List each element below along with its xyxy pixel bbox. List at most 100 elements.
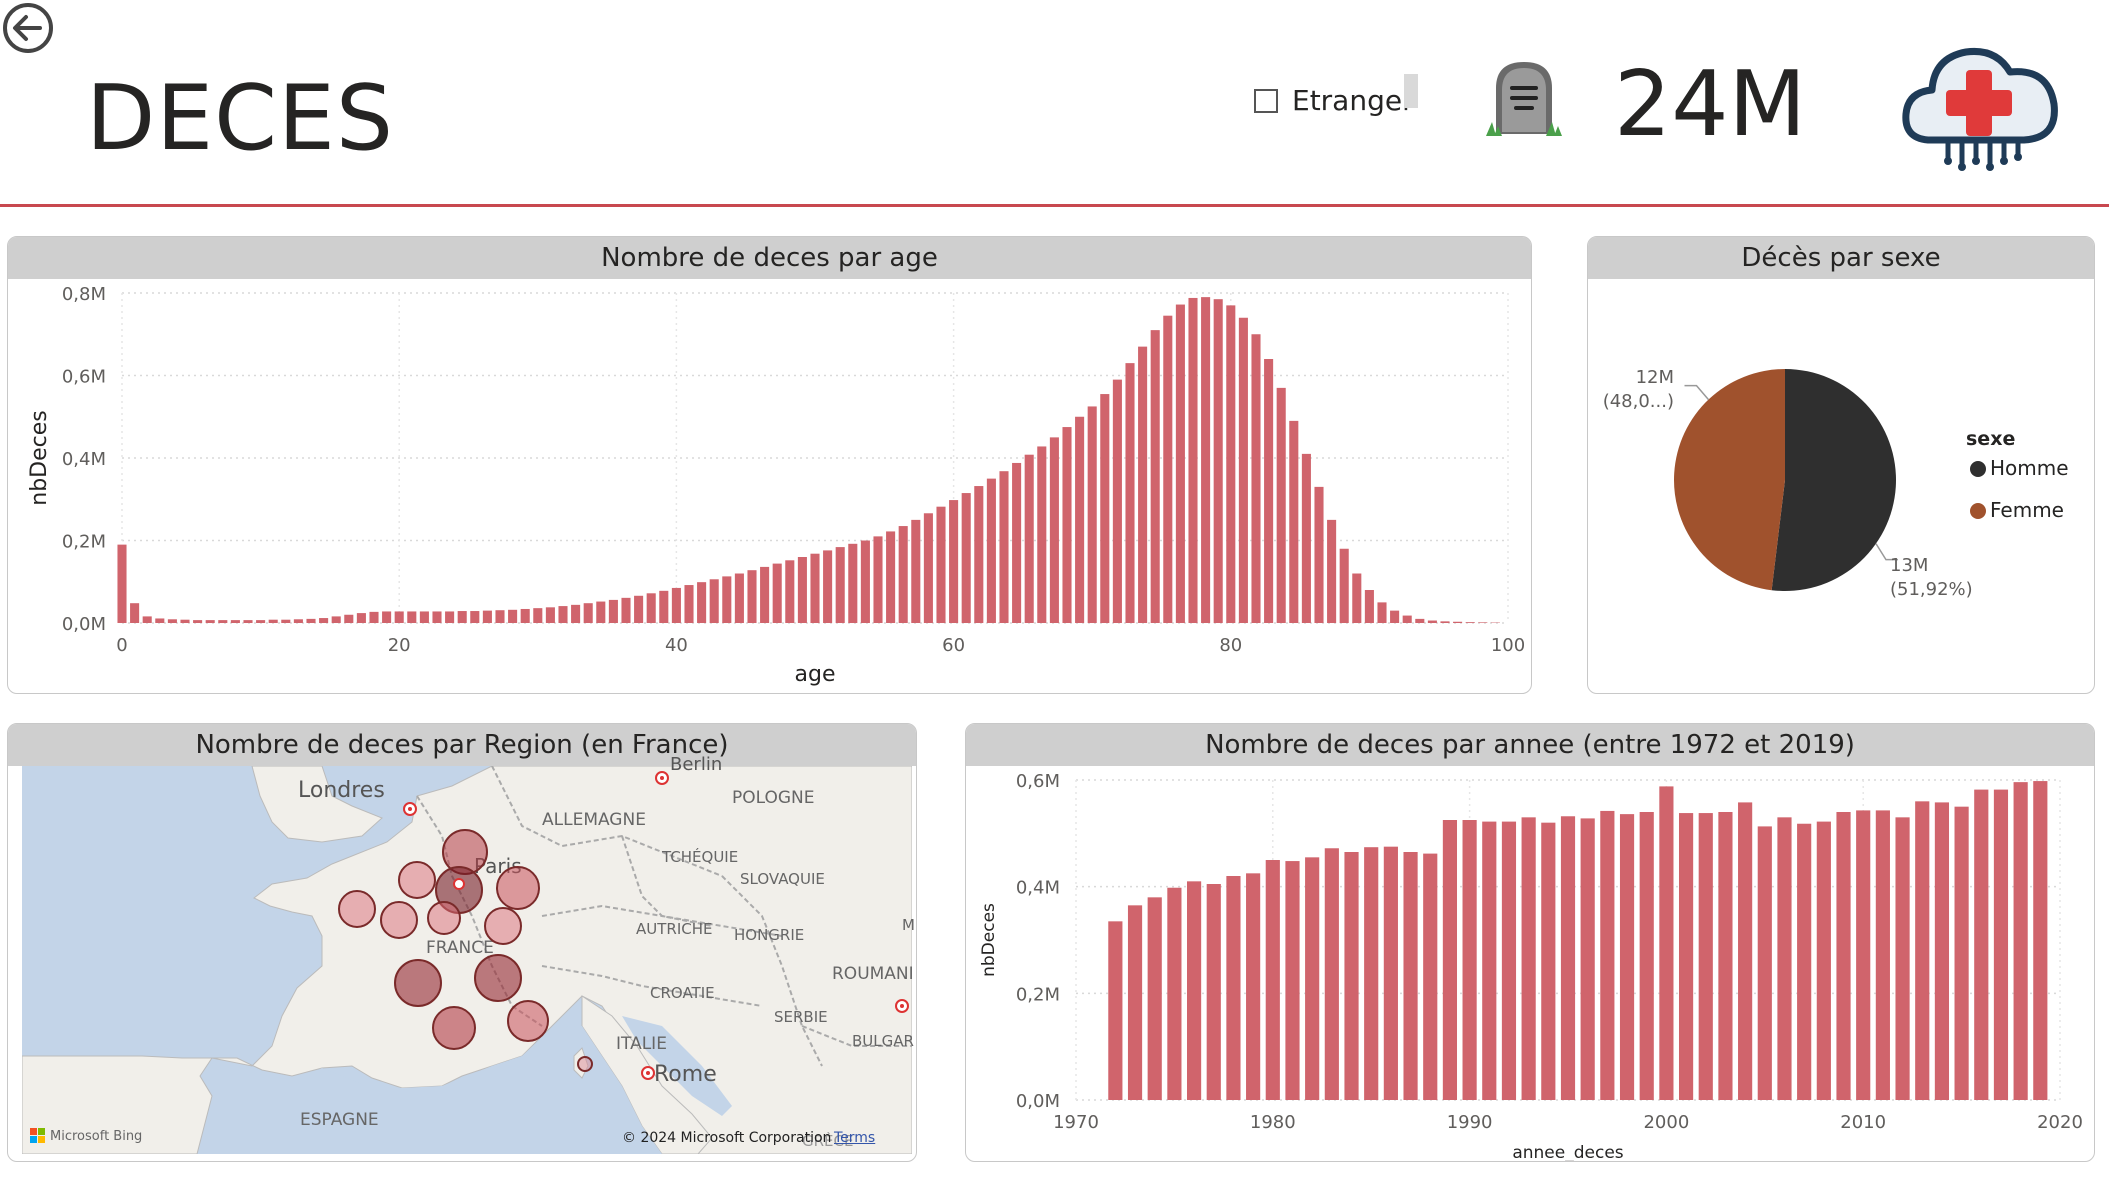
bar bbox=[1738, 802, 1753, 1100]
bar bbox=[407, 611, 417, 623]
annee-bar-chart: 0,0M 0,2M 0,4M 0,6M 1970 1980 1990 2000 2010 2020… bbox=[979, 771, 2083, 1161]
region-bubbles[interactable] bbox=[338, 829, 593, 1072]
bar bbox=[936, 506, 946, 623]
y-axis-label: nbDeces bbox=[979, 903, 999, 977]
bar bbox=[1226, 876, 1241, 1100]
bar bbox=[999, 471, 1009, 623]
region-bubble[interactable] bbox=[432, 1006, 476, 1050]
bar bbox=[760, 566, 770, 623]
bar bbox=[1423, 853, 1438, 1100]
region-bubble[interactable] bbox=[474, 954, 522, 1002]
bar bbox=[1993, 789, 2009, 1100]
bar bbox=[873, 536, 883, 623]
x-tick-label: 1990 bbox=[1447, 1112, 1493, 1133]
bar bbox=[180, 619, 190, 623]
bar bbox=[1639, 812, 1654, 1100]
bar bbox=[1427, 620, 1437, 623]
legend-marker bbox=[1970, 461, 1986, 477]
bar bbox=[1125, 363, 1135, 623]
bar bbox=[722, 576, 732, 623]
bar bbox=[2013, 782, 2028, 1100]
pie-slice bbox=[1674, 369, 1785, 591]
city-marker-icon bbox=[453, 878, 465, 890]
bar bbox=[810, 553, 820, 623]
legend-label: Femme bbox=[1990, 498, 2064, 522]
map-label: ROUMANI bbox=[832, 964, 914, 984]
legend-label: Homme bbox=[1990, 456, 2069, 480]
region-bubble[interactable] bbox=[338, 890, 376, 928]
panel-deces-par-annee: Nombre de deces par annee (entre 1972 et… bbox=[965, 723, 2095, 1162]
bar bbox=[382, 611, 392, 623]
bar bbox=[545, 607, 555, 623]
etranger-checkbox[interactable] bbox=[1254, 88, 1278, 113]
bar bbox=[1659, 786, 1674, 1100]
bar bbox=[1339, 548, 1349, 623]
bar bbox=[1402, 615, 1412, 623]
bar bbox=[356, 613, 366, 623]
region-bubble[interactable] bbox=[398, 861, 436, 899]
bar bbox=[293, 619, 303, 623]
bar bbox=[2033, 781, 2048, 1100]
x-tick-label: 80 bbox=[1219, 635, 1242, 656]
city-marker-icon bbox=[403, 771, 909, 1080]
bar bbox=[1836, 812, 1851, 1100]
bar bbox=[860, 540, 870, 623]
region-bubble[interactable] bbox=[394, 959, 442, 1007]
panel-deces-par-region: Nombre de deces par Region (en France) bbox=[7, 723, 917, 1162]
bar bbox=[1100, 394, 1110, 623]
back-arrow-icon[interactable] bbox=[0, 0, 58, 58]
age-bar-chart: 0,0M 0,2M 0,4M 0,6M 0,8M 0 20 40 60 80 100 age nbDec… bbox=[27, 284, 1525, 687]
microsoft-logo-icon bbox=[30, 1128, 45, 1143]
pie-slice bbox=[1771, 369, 1896, 591]
bar bbox=[1377, 602, 1387, 623]
bar bbox=[986, 478, 996, 623]
bar bbox=[1150, 330, 1160, 623]
etranger-filter[interactable]: Etranger bbox=[1254, 84, 1414, 117]
bar bbox=[1024, 454, 1034, 623]
region-bubble[interactable] bbox=[427, 901, 461, 935]
map-terms-link[interactable]: Terms bbox=[834, 1130, 876, 1146]
bar bbox=[1954, 806, 1969, 1100]
bar bbox=[281, 619, 291, 623]
bar bbox=[974, 486, 984, 623]
bar bbox=[596, 601, 606, 623]
region-bubble[interactable] bbox=[380, 901, 418, 939]
bar bbox=[1478, 622, 1488, 623]
bar bbox=[1678, 813, 1694, 1100]
bar bbox=[1226, 305, 1236, 623]
bar bbox=[949, 500, 959, 623]
bar bbox=[445, 611, 455, 623]
bar bbox=[1062, 427, 1072, 623]
map-label: POLOGNE bbox=[732, 788, 815, 808]
bar bbox=[1012, 462, 1022, 623]
bar bbox=[1383, 846, 1398, 1100]
chart-title-region: Nombre de deces par Region (en France) bbox=[8, 724, 916, 766]
region-bubble[interactable] bbox=[496, 866, 540, 910]
bar bbox=[797, 557, 807, 623]
bar bbox=[1364, 847, 1379, 1100]
bar bbox=[419, 611, 429, 623]
bar bbox=[1314, 486, 1324, 623]
bar bbox=[1087, 406, 1097, 623]
filter-scrollbar[interactable] bbox=[1404, 74, 1418, 108]
bar bbox=[1482, 821, 1497, 1100]
tombstone-icon bbox=[1486, 62, 1562, 136]
bar bbox=[369, 611, 379, 623]
region-bubble[interactable] bbox=[577, 1056, 593, 1072]
bar bbox=[1895, 817, 1910, 1100]
region-map[interactable]: Londres Berlin POLOGNE ALLEMAGNE TCHÉQUI… bbox=[22, 754, 915, 1154]
pie-data-label: (51,92%) bbox=[1890, 579, 1973, 600]
bar bbox=[923, 513, 933, 623]
chart-title-sexe: Décès par sexe bbox=[1588, 237, 2094, 279]
map-label: HONGRIE bbox=[734, 926, 805, 944]
bar bbox=[1364, 590, 1374, 623]
map-label: ITALIE bbox=[616, 1034, 667, 1054]
region-bubble[interactable] bbox=[484, 907, 522, 945]
region-bubble[interactable] bbox=[507, 1000, 549, 1042]
bar bbox=[331, 616, 341, 623]
legend-marker bbox=[1970, 503, 1986, 519]
x-tick-label: 2020 bbox=[2037, 1112, 2083, 1133]
bar bbox=[1201, 297, 1211, 623]
bar bbox=[205, 620, 215, 623]
bar bbox=[1049, 437, 1059, 623]
